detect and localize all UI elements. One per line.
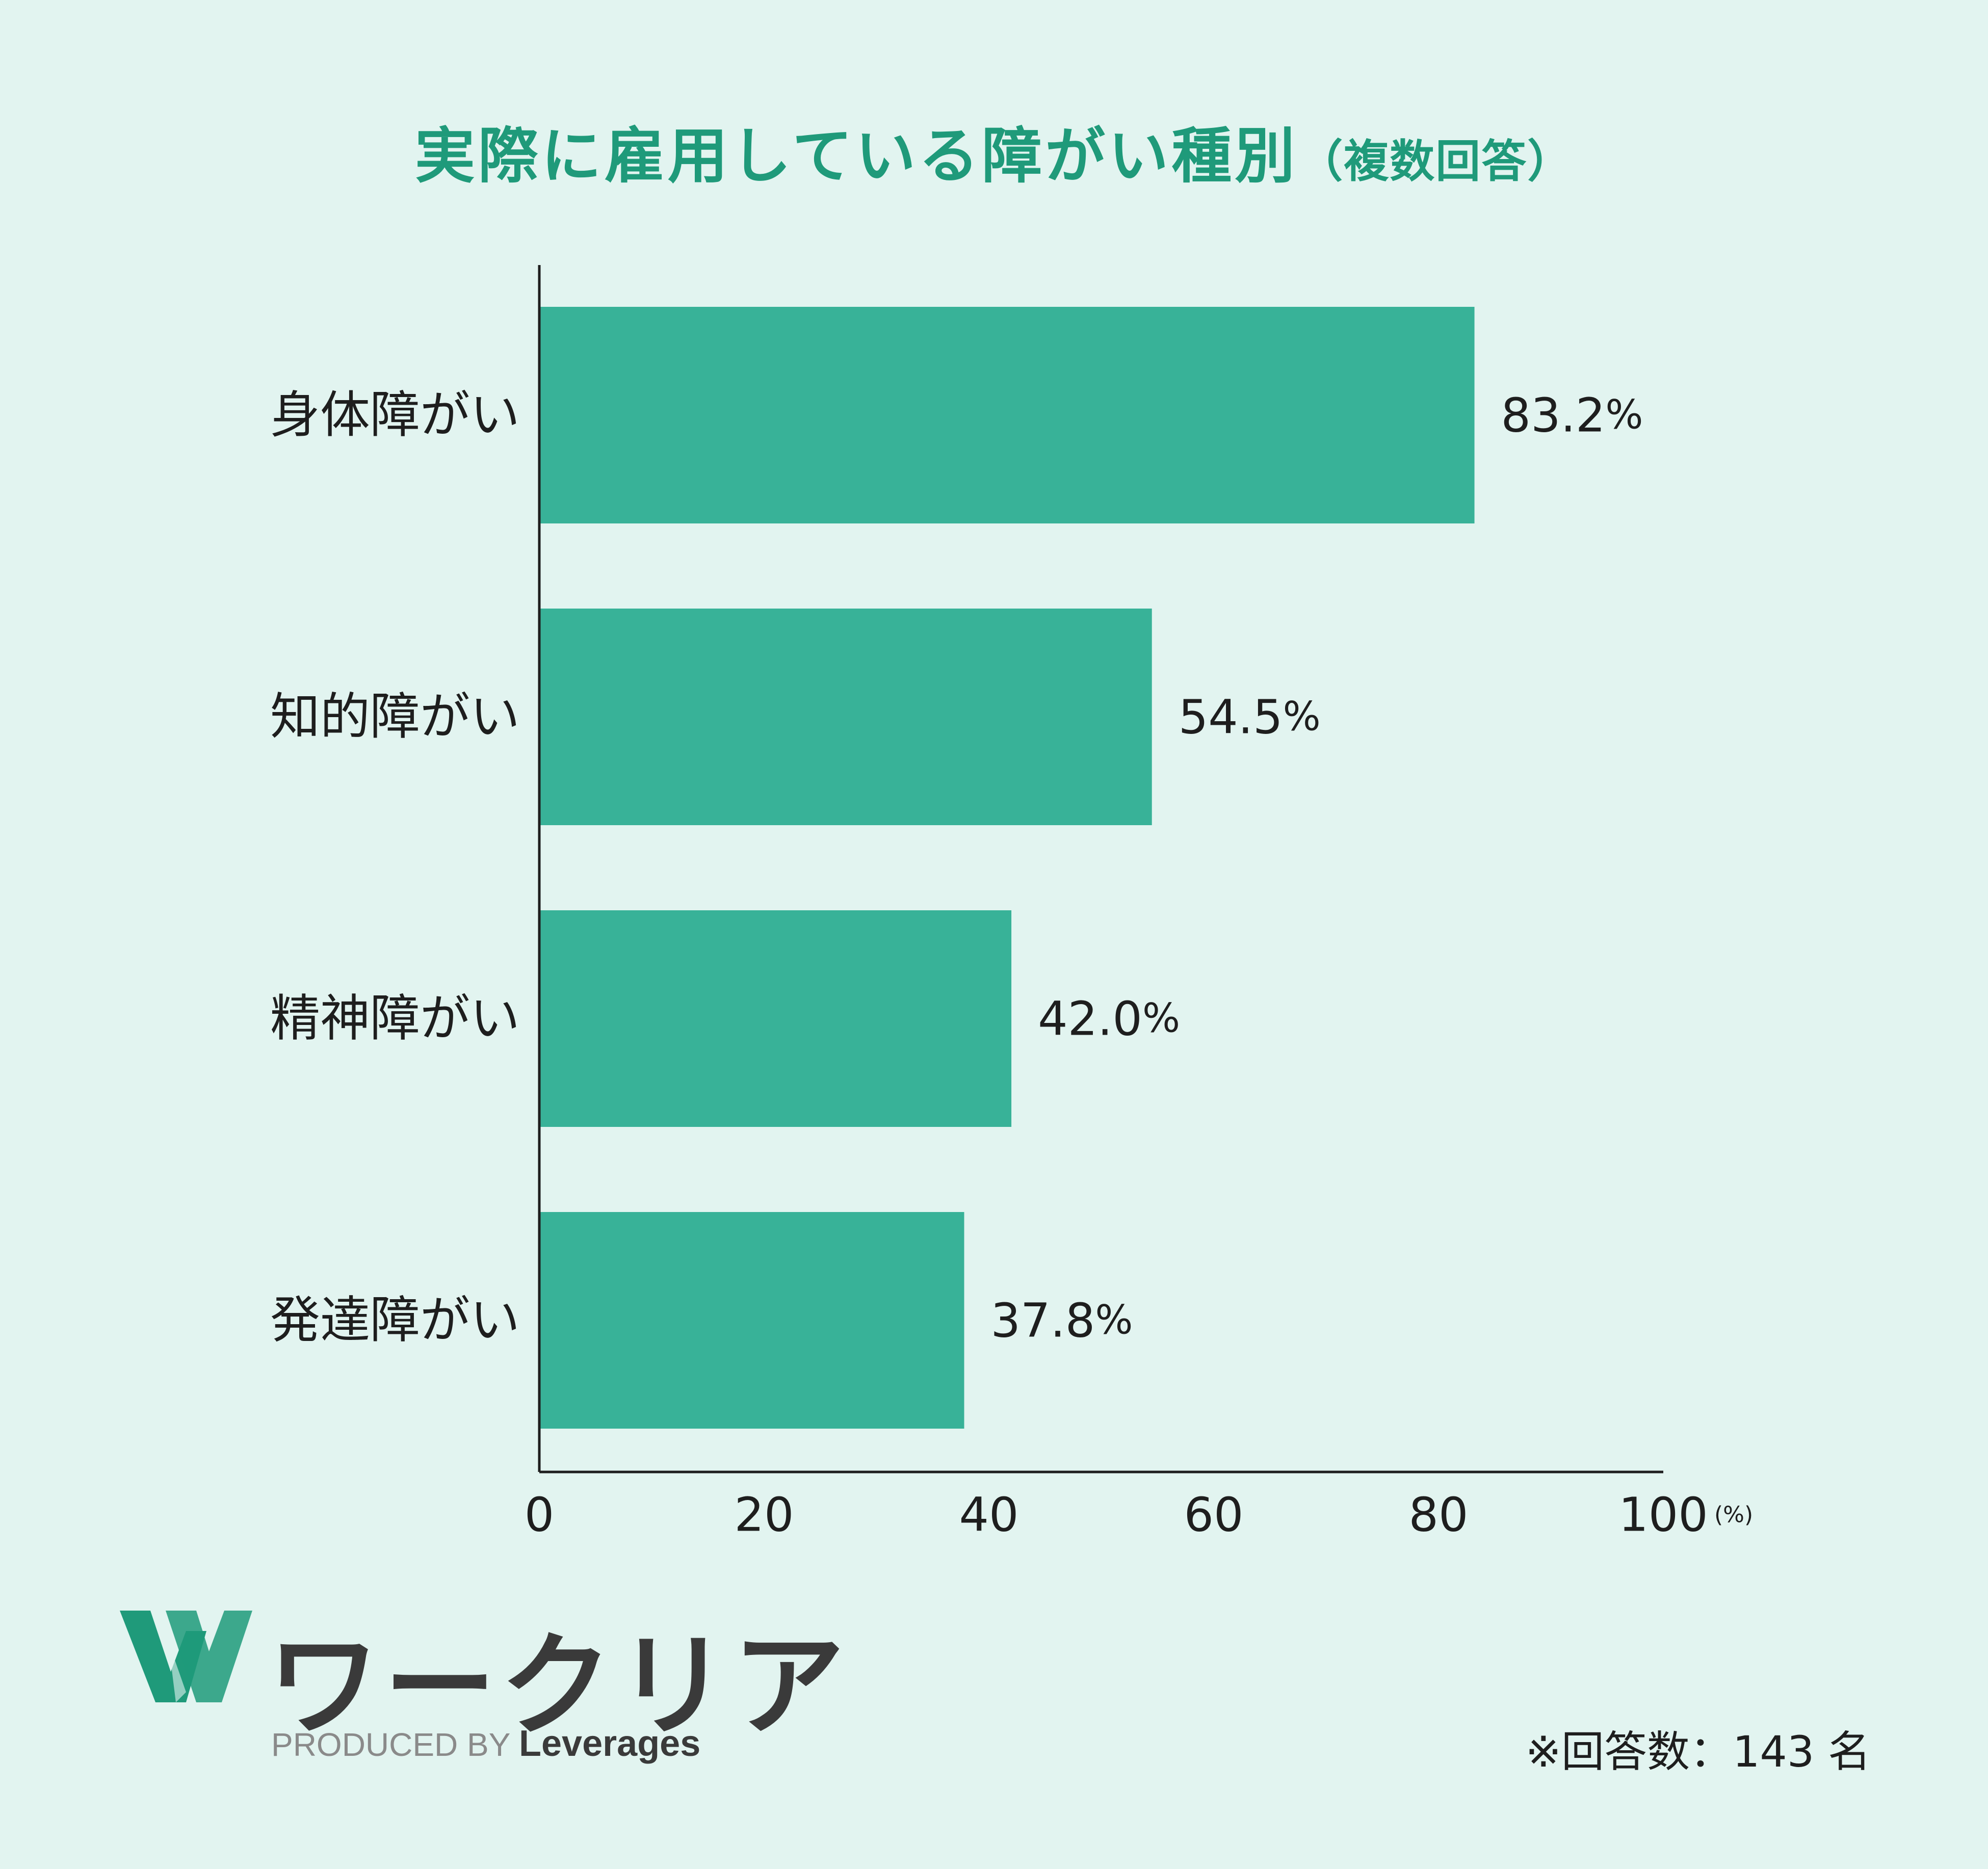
produced-by-line: PRODUCED BY Leverages: [271, 1723, 700, 1765]
value-label: 37.8%: [990, 1293, 1133, 1348]
value-number: 83.2: [1501, 388, 1606, 442]
bar: [539, 609, 1152, 825]
produced-by-brand: Leverages: [519, 1723, 701, 1764]
value-percent-sign: %: [1095, 1298, 1133, 1344]
chart-title-sub: （複数回答）: [1298, 135, 1574, 188]
value-number: 54.5: [1179, 690, 1283, 744]
bar: [539, 307, 1475, 523]
x-tick-label: 40: [959, 1488, 1018, 1542]
x-tick-label: 0: [525, 1488, 555, 1542]
chart-title: 実際に雇用している障がい種別（複数回答）: [0, 107, 1988, 194]
value-percent-sign: %: [1142, 996, 1180, 1042]
category-label: 身体障がい: [270, 386, 520, 444]
x-tick-label: 100: [1618, 1488, 1708, 1542]
bars: [539, 307, 1475, 1429]
value-label: 42.0%: [1038, 991, 1180, 1046]
category-label: 知的障がい: [270, 688, 520, 746]
x-tick-label: 80: [1408, 1488, 1468, 1542]
workclear-w-logo-icon: [120, 1611, 252, 1702]
x-tick-label: 20: [734, 1488, 794, 1542]
workclear-logo: ワークリア PRODUCED BY Leverages: [120, 1611, 845, 1774]
value-label: 54.5%: [1179, 690, 1321, 744]
logo-wordmark: ワークリア: [268, 1621, 849, 1751]
value-percent-sign: %: [1605, 392, 1643, 438]
produced-by-text: PRODUCED BY: [271, 1726, 510, 1763]
value-percent-sign: %: [1283, 694, 1321, 740]
x-axis-unit: (%): [1714, 1502, 1753, 1528]
value-labels: 83.2%54.5%42.0%37.8%: [990, 388, 1643, 1348]
value-number: 42.0: [1038, 991, 1142, 1046]
category-label: 精神障がい: [270, 990, 520, 1048]
bar: [539, 910, 1012, 1127]
category-label: 発達障がい: [270, 1292, 520, 1350]
respondent-count-note: ※回答数：143 名: [1525, 1727, 1871, 1777]
x-tick-label: 60: [1184, 1488, 1243, 1542]
value-number: 37.8: [990, 1293, 1095, 1348]
value-label: 83.2%: [1501, 388, 1643, 442]
chart-title-main: 実際に雇用している障がい種別: [414, 121, 1298, 191]
x-tick-labels: 0 20 40 60 80 100: [525, 1488, 1708, 1542]
bar: [539, 1212, 964, 1429]
